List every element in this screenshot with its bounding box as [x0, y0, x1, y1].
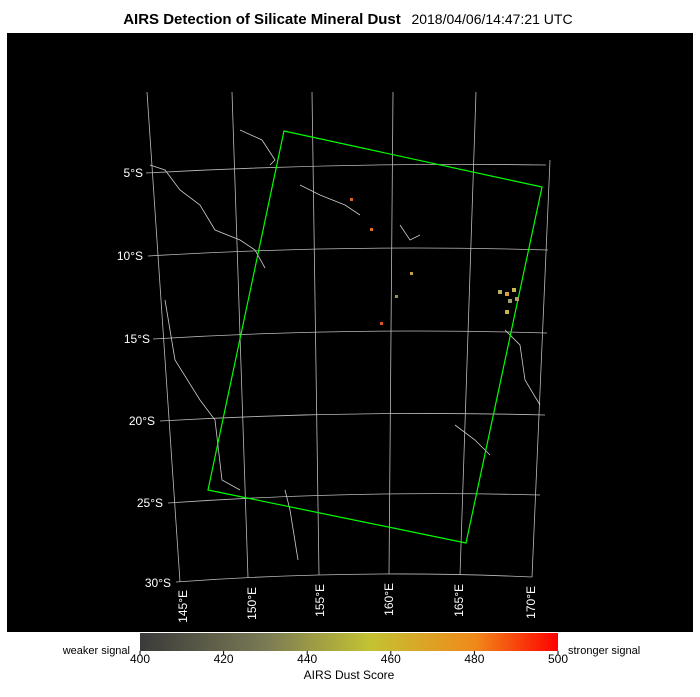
colorbar-title: AIRS Dust Score [304, 668, 395, 682]
map-background [7, 33, 693, 632]
lon-label: 165°E [452, 584, 466, 617]
title: AIRS Detection of Silicate Mineral Dust [123, 11, 401, 28]
lon-label: 170°E [524, 586, 538, 619]
dust-pixel [508, 299, 512, 303]
colorbar-low-label: weaker signal [62, 645, 130, 657]
dust-pixel [505, 292, 509, 296]
colorbar [140, 633, 558, 651]
lon-label: 155°E [313, 584, 327, 617]
colorbar-high-label: stronger signal [568, 645, 640, 657]
dust-pixel [512, 288, 516, 292]
lat-label: 30°S [145, 576, 171, 590]
dust-pixel [380, 322, 383, 325]
dust-pixel [410, 272, 413, 275]
lon-label: 160°E [382, 583, 396, 616]
swath-outline [207, 130, 543, 544]
lat-label: 15°S [124, 332, 150, 346]
dust-pixel [370, 228, 373, 231]
lat-label: 25°S [137, 496, 163, 510]
colorbar-tick-label: 460 [381, 652, 401, 666]
lon-label: 150°E [245, 587, 259, 620]
dust-pixel [350, 198, 353, 201]
dust-pixel [498, 290, 502, 294]
dust-detections [350, 198, 519, 325]
coastline [149, 129, 541, 561]
dust-pixel [515, 297, 519, 301]
dust-pixel [505, 310, 509, 314]
colorbar-tick-label: 500 [548, 652, 568, 666]
timestamp: 2018/04/06/14:47:21 UTC [411, 11, 572, 27]
lat-label: 20°S [129, 414, 155, 428]
dust-pixel [395, 295, 398, 298]
lat-label: 5°S [124, 166, 143, 180]
lon-label: 145°E [176, 590, 190, 623]
lat-label: 10°S [117, 249, 143, 263]
colorbar-tick-label: 420 [214, 652, 234, 666]
colorbar-tick-label: 400 [130, 652, 150, 666]
colorbar-tick-label: 440 [297, 652, 317, 666]
colorbar-tick-label: 480 [464, 652, 484, 666]
